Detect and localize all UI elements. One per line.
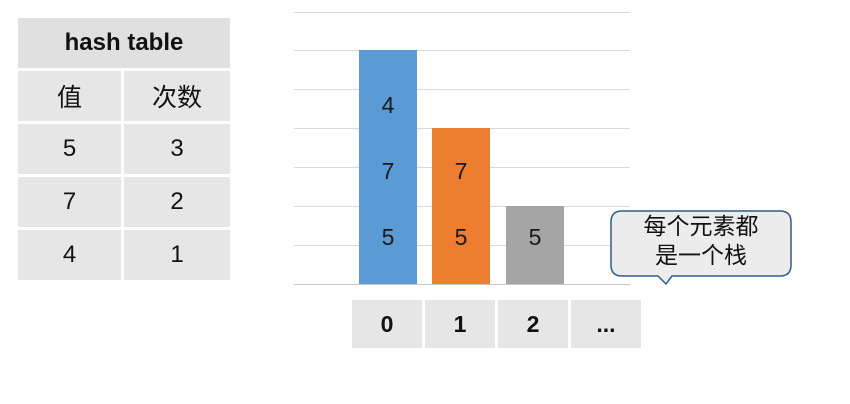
stack-element-label: 5 bbox=[528, 224, 542, 250]
table-cell-count: 2 bbox=[124, 177, 230, 227]
table-cell-count: 3 bbox=[124, 124, 230, 174]
index-cell-ellipsis: ... bbox=[571, 300, 641, 348]
index-cell-0: 0 bbox=[352, 300, 422, 348]
table-cell-value: 7 bbox=[18, 177, 121, 227]
callout-shape bbox=[610, 210, 792, 286]
stack-element-label: 7 bbox=[454, 158, 468, 184]
table-cell-value: 5 bbox=[18, 124, 121, 174]
table-row: 7 2 bbox=[18, 177, 230, 227]
index-cell-1: 1 bbox=[425, 300, 495, 348]
callout-line-2: 是一个栈 bbox=[655, 243, 747, 269]
header-value: 值 bbox=[18, 71, 121, 121]
hash-table-title: hash table bbox=[18, 18, 230, 68]
header-count: 次数 bbox=[124, 71, 230, 121]
hash-table-header-row: 值 次数 bbox=[18, 71, 230, 121]
baseline bbox=[294, 284, 630, 285]
table-cell-value: 4 bbox=[18, 230, 121, 280]
callout-bubble: 每个元素都 是一个栈 bbox=[610, 210, 792, 286]
stack-element-label: 5 bbox=[381, 224, 395, 250]
stack-element-label: 5 bbox=[454, 224, 468, 250]
hash-table: hash table 值 次数 5 3 7 2 4 1 bbox=[18, 18, 230, 283]
stack-chart: 5 7 4 5 7 5 bbox=[294, 0, 634, 290]
stack-bar-2 bbox=[506, 206, 564, 284]
callout-text: 每个元素都 是一个栈 bbox=[618, 213, 784, 271]
grid-line bbox=[294, 89, 630, 90]
stack-bar-0 bbox=[359, 50, 417, 284]
stack-element-label: 7 bbox=[381, 158, 395, 184]
table-row: 4 1 bbox=[18, 230, 230, 280]
index-cell-2: 2 bbox=[498, 300, 568, 348]
stack-bar-1 bbox=[432, 128, 490, 284]
table-cell-count: 1 bbox=[124, 230, 230, 280]
stack-element-label: 4 bbox=[381, 92, 395, 118]
callout-line-1: 每个元素都 bbox=[643, 214, 759, 240]
table-row: 5 3 bbox=[18, 124, 230, 174]
grid-line bbox=[294, 50, 630, 51]
grid-line bbox=[294, 12, 630, 13]
